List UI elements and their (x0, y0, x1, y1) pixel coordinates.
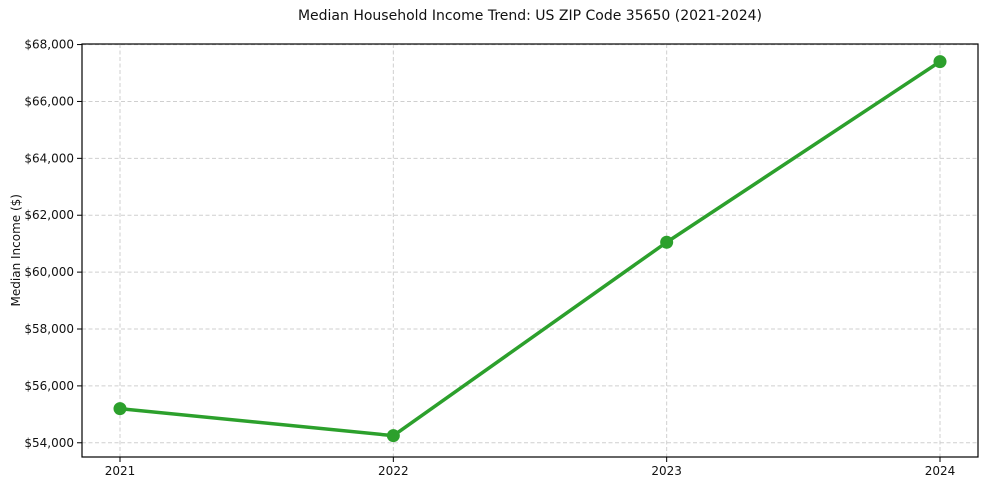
y-tick-label: $58,000 (24, 322, 74, 336)
data-point-2024 (933, 55, 947, 69)
x-tick-label: 2023 (651, 464, 682, 478)
x-tick-label: 2024 (925, 464, 956, 478)
plot-border (81, 43, 979, 458)
y-tick-label: $68,000 (24, 38, 74, 52)
data-point-2022 (386, 429, 400, 443)
x-tick-label: 2022 (378, 464, 409, 478)
y-tick-label: $56,000 (24, 379, 74, 393)
y-tick-label: $64,000 (24, 151, 74, 165)
data-point-2023 (660, 235, 674, 249)
y-tick-label: $62,000 (24, 208, 74, 222)
x-tick-label: 2021 (105, 464, 136, 478)
chart-title: Median Household Income Trend: US ZIP Co… (297, 8, 763, 24)
data-point-2021 (113, 402, 127, 416)
trend-line (118, 59, 942, 438)
y-tick-label: $66,000 (24, 94, 74, 108)
y-tick-label: $54,000 (24, 436, 74, 450)
y-tick-label: $60,000 (24, 265, 74, 279)
